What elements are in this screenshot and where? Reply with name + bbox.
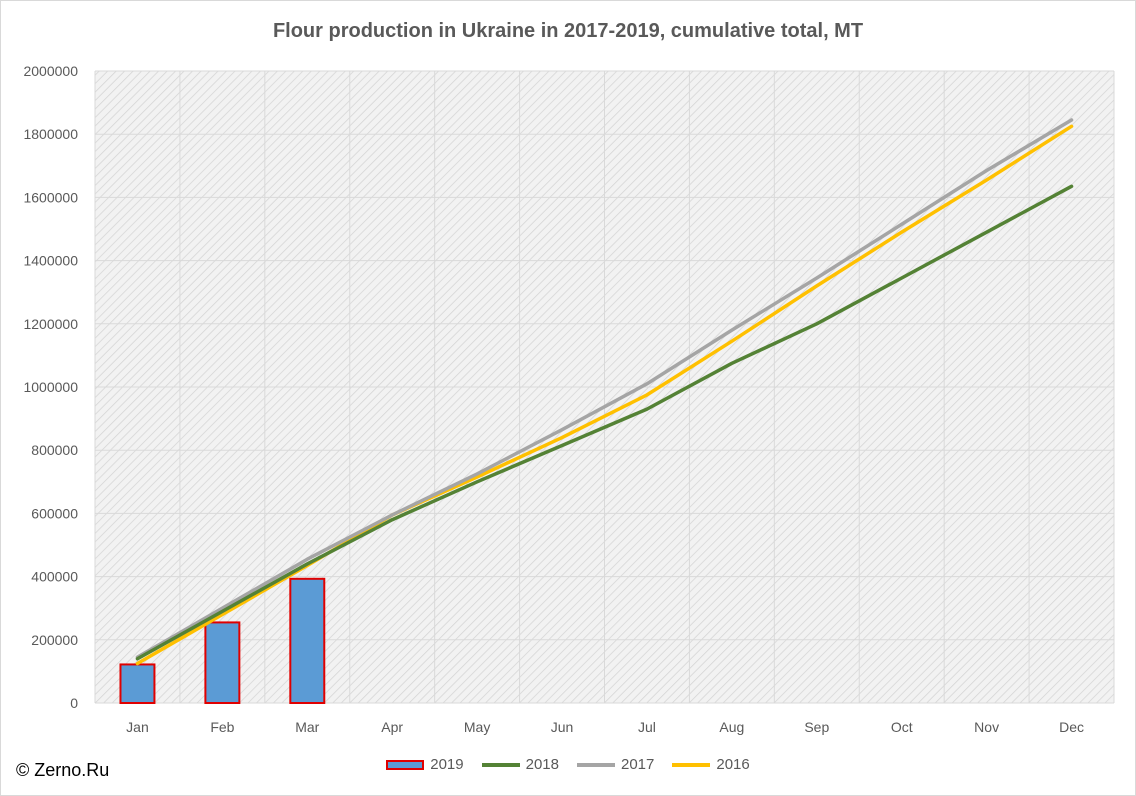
y-tick-label: 0 [70, 695, 78, 711]
y-tick-label: 1400000 [23, 253, 78, 269]
legend-label: 2017 [621, 756, 655, 773]
chart-title: Flour production in Ukraine in 2017-2019… [272, 20, 864, 42]
legend-label: 2016 [716, 756, 750, 773]
legend-swatch [386, 759, 425, 770]
grid-lines [94, 70, 1115, 704]
y-tick-label: 200000 [31, 632, 78, 648]
y-tick-label: 2000000 [23, 63, 78, 79]
x-tick-label: May [464, 719, 490, 735]
y-tick-label: 1200000 [23, 316, 78, 332]
y-tick-label: 1800000 [23, 126, 78, 142]
legend-swatch [577, 762, 615, 767]
legend-item-2019: 2019 [386, 756, 464, 773]
y-tick-label: 600000 [31, 505, 78, 521]
x-tick-label: Apr [381, 719, 403, 735]
y-tick-label: 400000 [31, 569, 78, 585]
y-tick-label: 1000000 [23, 379, 78, 395]
line-series [135, 118, 1074, 666]
line-series-2018 [135, 184, 1074, 661]
bar-2019-Feb [204, 621, 241, 704]
x-tick-label: Feb [210, 719, 234, 735]
legend-item-2016: 2016 [672, 756, 750, 773]
x-tick-label: Jun [551, 719, 574, 735]
line-series-2017 [135, 118, 1074, 659]
x-tick-label: Oct [891, 719, 913, 735]
y-tick-label: 800000 [31, 442, 78, 458]
x-tick-label: Jan [126, 719, 149, 735]
x-tick-label: Sep [804, 719, 829, 735]
bar-2019-Jan [119, 663, 156, 704]
x-tick-label: Jul [638, 719, 656, 735]
bar-2019-Mar [289, 577, 326, 705]
legend-swatch [672, 762, 711, 767]
x-tick-label: Dec [1059, 719, 1084, 735]
legend-label: 2019 [430, 756, 464, 773]
x-tick-label: Nov [974, 719, 999, 735]
bar-series [119, 577, 326, 705]
y-tick-label: 1600000 [23, 189, 78, 205]
legend-item-2017: 2017 [577, 756, 654, 773]
axis-labels: 0 200000 400000 600000 800000 1000000 1200000 1… [23, 63, 1084, 735]
x-tick-label: Aug [719, 719, 744, 735]
legend: 2019 2018 2017 2016 [0, 756, 1136, 773]
x-tick-label: Mar [295, 719, 319, 735]
copyright-text: © Zerno.Ru [16, 760, 110, 780]
legend-item-2018: 2018 [481, 756, 559, 773]
legend-label: 2018 [525, 756, 559, 773]
legend-swatch [481, 762, 520, 767]
